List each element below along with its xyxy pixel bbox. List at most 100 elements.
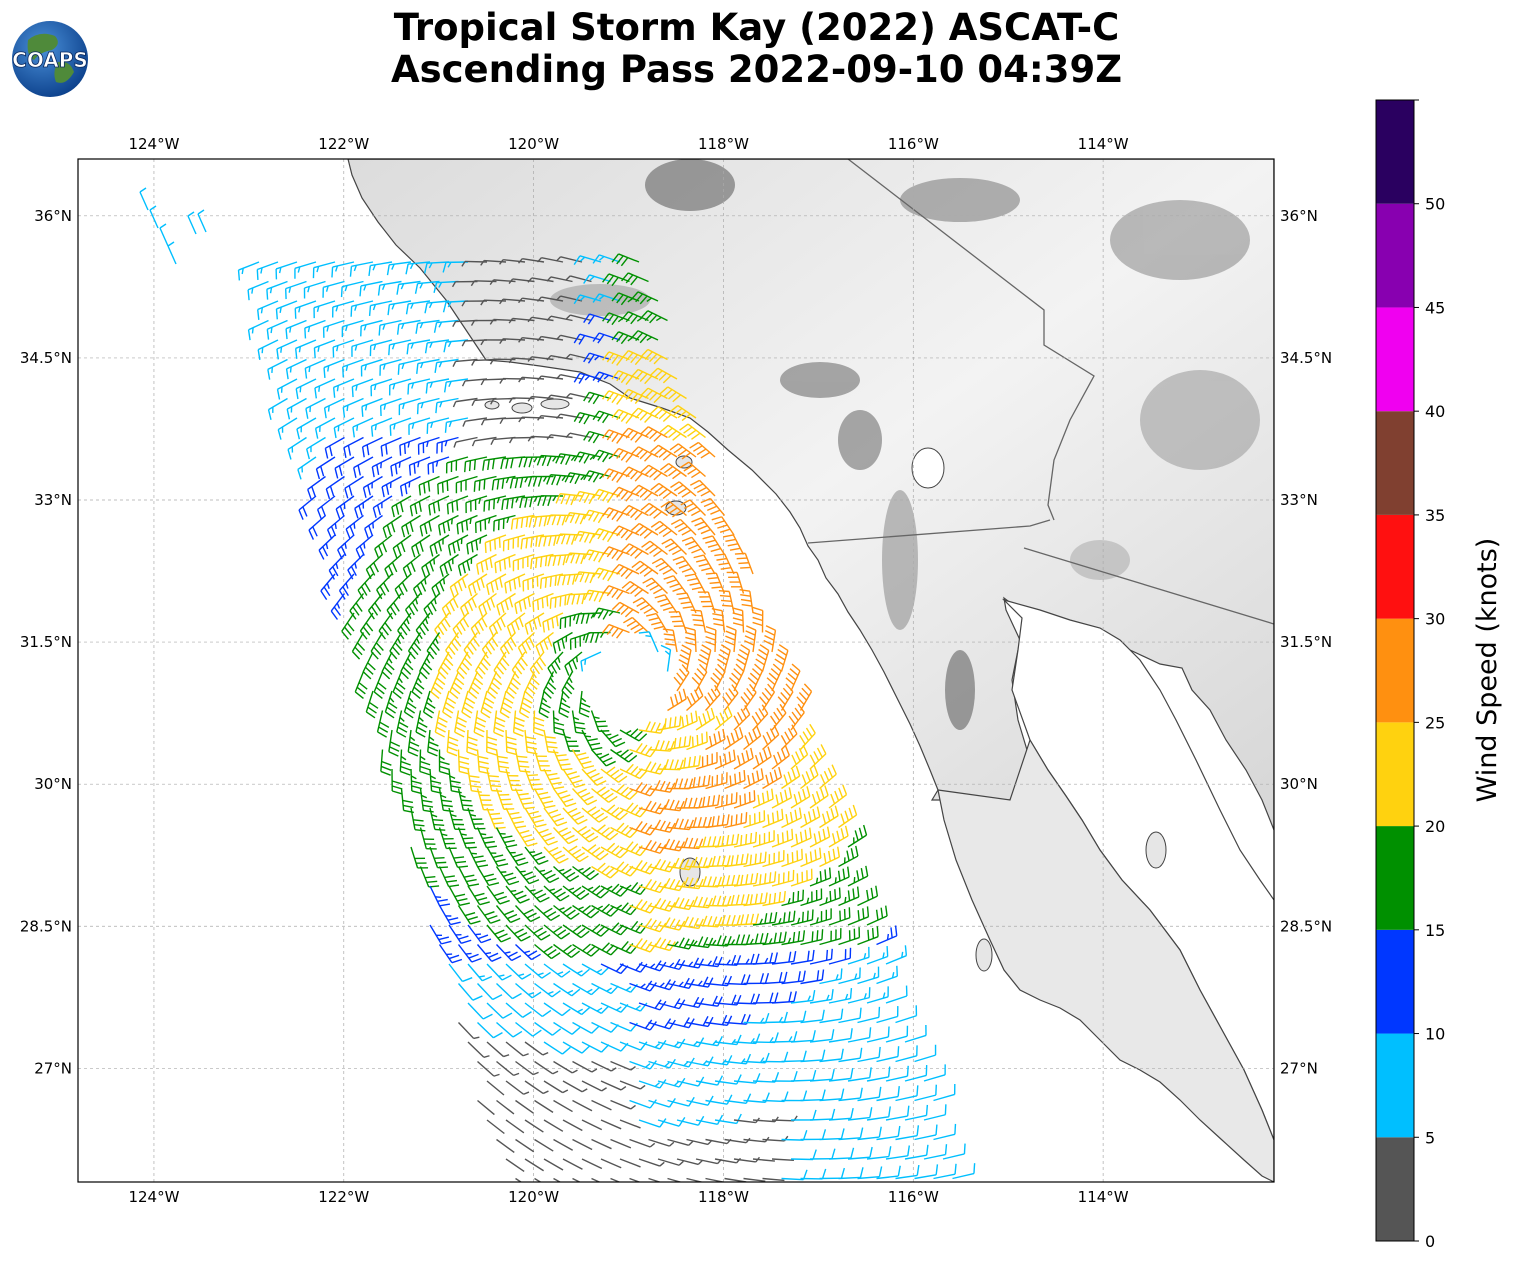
wind-barb: [581, 1080, 607, 1092]
wind-barb: [847, 946, 870, 965]
wind-barb: [306, 436, 326, 460]
wind-barb: [780, 724, 798, 750]
colorbar-tick-label: 0: [1425, 1232, 1435, 1251]
terrain-shading: [550, 159, 1260, 730]
wind-barb: [496, 592, 516, 616]
wind-barb: [486, 924, 511, 943]
wind-barb: [914, 1084, 937, 1102]
wind-barb: [426, 417, 450, 434]
wind-barb: [733, 993, 760, 1005]
wind-barb: [790, 909, 814, 926]
wind-barb: [406, 339, 431, 355]
wind-barb: [705, 572, 726, 594]
wind-barb: [718, 590, 735, 614]
wind-barb: [257, 300, 279, 320]
wind-barb: [847, 906, 870, 926]
wind-barb: [611, 370, 640, 385]
wind-barb: [714, 1034, 742, 1046]
wind-barb: [326, 514, 345, 540]
wind-barb: [724, 769, 746, 790]
wind-barb: [297, 456, 317, 480]
wind-barb: [515, 1021, 542, 1037]
wind-barb: [536, 257, 564, 263]
wind-barb: [809, 989, 834, 1004]
wind-barb: [695, 1114, 724, 1126]
wind-barb: [312, 261, 336, 279]
wind-barb: [333, 417, 355, 439]
wind-barb: [676, 755, 701, 770]
wind-barb: [819, 764, 837, 790]
wind-barb: [552, 710, 565, 736]
wind-barb: [638, 1079, 667, 1089]
wind-barb: [502, 534, 526, 552]
wind-barb: [602, 390, 630, 405]
wind-barb: [457, 749, 470, 775]
wind-barb: [676, 797, 703, 809]
wind-barb: [466, 729, 478, 757]
wind-barb: [477, 1021, 503, 1039]
wind-barb: [866, 946, 889, 965]
wind-barb: [431, 573, 450, 598]
wind-barb: [866, 1026, 890, 1043]
wind-barb: [704, 684, 721, 711]
wind-barb: [828, 866, 850, 887]
wind-barb: [583, 430, 611, 444]
wind-barb: [294, 300, 317, 319]
wind-barb: [632, 597, 659, 614]
wind-barb: [565, 552, 592, 565]
colorbar-tick-label: 10: [1425, 1025, 1445, 1044]
wind-barb: [857, 1126, 882, 1141]
wind-barb: [847, 1027, 872, 1043]
wind-barb: [438, 866, 460, 888]
wind-barb: [714, 706, 733, 731]
wind-barb: [724, 1093, 752, 1104]
wind-barb: [304, 358, 326, 379]
wind-barb: [800, 765, 819, 790]
colorbar-bin: [1376, 307, 1414, 412]
wind-barb: [828, 825, 849, 848]
wind-barb: [584, 631, 611, 644]
wind-barb: [573, 372, 602, 384]
wind-barb: [602, 507, 630, 522]
wind-barb: [828, 907, 851, 926]
wind-barb: [733, 913, 760, 926]
wind-barb: [857, 1046, 881, 1063]
wind-barb: [819, 1048, 844, 1063]
wind-barb: [380, 749, 392, 776]
colorbar-bin: [1376, 203, 1414, 308]
wind-barb: [640, 348, 668, 365]
wind-barb: [592, 449, 621, 463]
chart-title-line-1: Tropical Storm Kay (2022) ASCAT-C: [393, 6, 1120, 49]
wind-barb: [275, 300, 298, 320]
wind-barb: [686, 774, 711, 790]
wind-barb: [747, 663, 763, 692]
wind-barb: [800, 1089, 826, 1102]
wind-barb: [714, 1113, 742, 1125]
wind-barb: [847, 1146, 873, 1160]
wind-barb: [819, 1128, 845, 1141]
wind-barb: [515, 982, 542, 999]
wind-barb: [257, 339, 279, 361]
wind-barb: [933, 1163, 957, 1180]
wind-barb: [382, 514, 402, 538]
wind-barb: [649, 367, 678, 384]
wind-barb: [341, 612, 355, 640]
wind-barb: [572, 943, 600, 957]
colorbar-bin: [1376, 1137, 1414, 1241]
wind-barb: [536, 296, 564, 302]
wind-barb: [559, 612, 583, 630]
wind-barb: [452, 397, 478, 408]
lat-tick-label-left: 33°N: [34, 491, 72, 509]
wind-barb: [483, 495, 507, 512]
wind-barb: [524, 1119, 544, 1133]
wind-barb: [373, 671, 387, 699]
colorbar-tick-label: 5: [1425, 1128, 1435, 1147]
wind-barb: [592, 410, 621, 424]
wind-barb: [819, 805, 839, 829]
wind-barb: [697, 644, 712, 672]
wind-barb: [575, 612, 602, 625]
wind-barb: [416, 358, 440, 374]
wind-barb: [555, 334, 583, 341]
wind-barb: [343, 436, 364, 459]
